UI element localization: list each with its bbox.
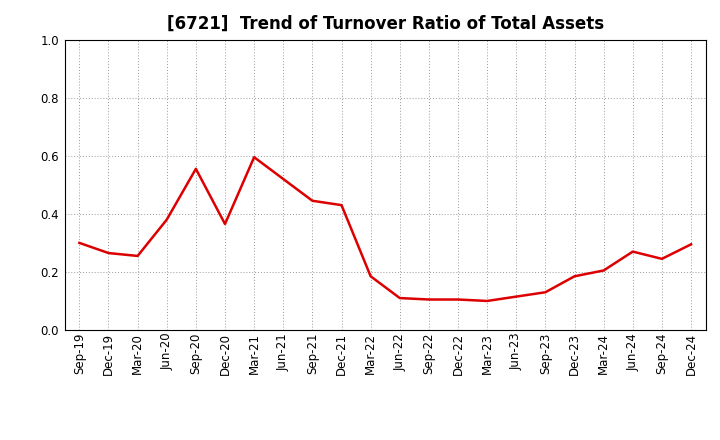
Title: [6721]  Trend of Turnover Ratio of Total Assets: [6721] Trend of Turnover Ratio of Total …: [166, 15, 604, 33]
